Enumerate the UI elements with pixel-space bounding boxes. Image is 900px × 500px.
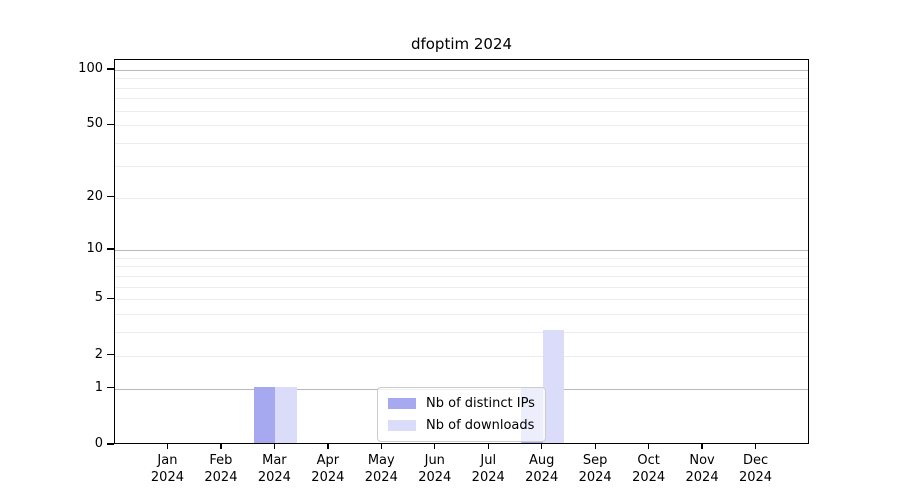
x-tick-feb: [220, 444, 222, 449]
y-tick-0: [107, 443, 114, 445]
chart-title: dfoptim 2024: [410, 35, 513, 53]
y-tick-5: [107, 297, 114, 300]
y-tick-label-50: 50: [86, 116, 103, 132]
gridline-minor-60: [115, 110, 808, 112]
gridline-minor-7: [115, 275, 808, 277]
y-tick-label-20: 20: [86, 188, 103, 204]
y-tick-label-0: 0: [94, 436, 103, 451]
x-tick-nov: [701, 444, 703, 449]
x-tick-label-feb: Feb 2024: [204, 453, 238, 485]
y-tick-100: [107, 68, 114, 70]
gridline-minor-5: [115, 299, 808, 301]
y-tick-1: [107, 387, 114, 389]
bar-distinct-ips-mar: [254, 386, 276, 443]
x-tick-label-jun: Jun 2024: [418, 453, 452, 485]
x-tick-apr: [327, 444, 329, 449]
x-tick-label-jul: Jul 2024: [471, 453, 505, 485]
y-tick-2: [107, 354, 114, 356]
gridline-major-100: [115, 69, 808, 72]
y-tick-label-10: 10: [86, 241, 103, 257]
gridline-minor-3: [115, 332, 808, 334]
x-tick-sep: [594, 444, 596, 449]
gridline-minor-90: [115, 78, 808, 80]
gridline-minor-40: [115, 143, 808, 145]
legend-item-downloads: Nb of downloads: [388, 416, 535, 435]
y-tick-label-100: 100: [78, 60, 103, 76]
x-tick-may: [380, 444, 382, 449]
gridline-minor-50: [115, 125, 808, 127]
y-tick-label-5: 5: [94, 290, 103, 306]
bar-downloads-aug: [542, 330, 565, 443]
x-tick-label-oct: Oct 2024: [632, 453, 666, 485]
x-tick-dec: [754, 444, 757, 449]
y-tick-10: [107, 248, 114, 250]
x-tick-label-nov: Nov 2024: [685, 453, 719, 485]
x-tick-label-may: May 2024: [364, 453, 398, 485]
x-tick-jan: [166, 444, 169, 449]
x-tick-aug: [541, 444, 543, 449]
y-tick-label-1: 1: [94, 379, 103, 395]
gridline-minor-6: [115, 286, 808, 288]
legend-item-distinct-ips: Nb of distinct IPs: [388, 394, 535, 413]
y-tick-20: [107, 195, 114, 198]
legend-label-distinct-ips: Nb of distinct IPs: [426, 396, 535, 411]
legend-label-downloads: Nb of downloads: [426, 418, 535, 433]
legend-swatch-downloads: [388, 420, 416, 431]
gridline-minor-8: [115, 266, 808, 268]
gridline-minor-70: [115, 98, 808, 100]
y-tick-50: [107, 123, 114, 126]
x-tick-label-dec: Dec 2024: [738, 453, 773, 485]
x-tick-jun: [434, 444, 436, 449]
x-tick-mar: [273, 444, 276, 449]
bar-downloads-mar: [275, 386, 297, 443]
bar-layer: [115, 60, 808, 443]
x-tick-jul: [487, 444, 489, 449]
plot-area: Nb of distinct IPs Nb of downloads: [114, 59, 809, 444]
gridline-minor-2: [115, 355, 808, 357]
gridline-minor-80: [115, 87, 808, 89]
gridline-minor-30: [115, 165, 808, 167]
y-tick-label-2: 2: [94, 346, 103, 362]
x-tick-oct: [648, 444, 650, 449]
x-tick-label-mar: Mar 2024: [257, 453, 291, 485]
gridline-major-10: [115, 250, 808, 252]
gridline-minor-9: [115, 257, 808, 259]
legend-swatch-distinct-ips: [388, 398, 416, 409]
gridline-minor-4: [115, 314, 808, 316]
x-tick-label-aug: Aug 2024: [525, 453, 559, 485]
legend: Nb of distinct IPs Nb of downloads: [377, 387, 546, 442]
gridline-minor-20: [115, 197, 808, 199]
x-tick-label-sep: Sep 2024: [578, 453, 612, 485]
x-tick-label-apr: Apr 2024: [311, 453, 345, 485]
x-tick-label-jan: Jan 2024: [150, 453, 184, 485]
